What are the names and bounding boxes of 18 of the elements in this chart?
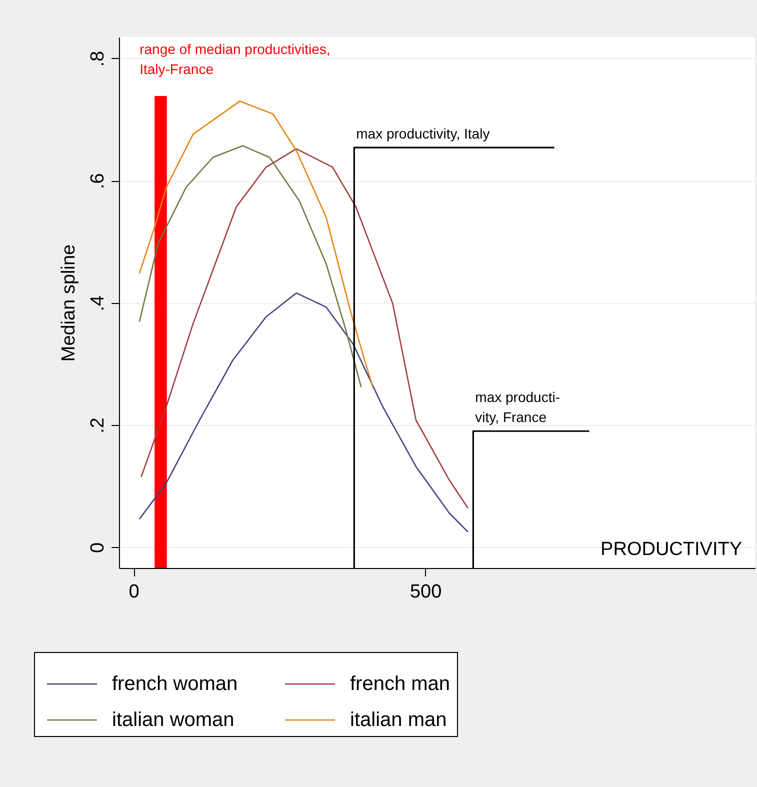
line-series	[140, 148, 469, 509]
line-series	[138, 145, 362, 388]
legend-label: italian man	[350, 709, 447, 731]
legend-label: italian woman	[112, 709, 234, 731]
y-tick-label: 0	[88, 542, 108, 554]
annotation: max productivity, Italy	[356, 126, 490, 142]
y-axis-title: Median spline	[58, 244, 80, 362]
y-tick-label: .2	[88, 418, 108, 434]
legend-label: french woman	[112, 673, 238, 695]
legend-label: french man	[350, 673, 450, 695]
line-series	[138, 292, 469, 533]
y-tick-label: .4	[88, 294, 108, 312]
y-tick-label: .6	[88, 173, 108, 190]
x-tick-label: 500	[410, 582, 442, 602]
band-label: range of median productivities, Italy-France	[140, 41, 330, 77]
x-axis-title: PRODUCTIVITY	[600, 539, 742, 560]
y-tick-label: .8	[88, 50, 108, 67]
annotation: max producti- vity, France	[475, 389, 560, 426]
